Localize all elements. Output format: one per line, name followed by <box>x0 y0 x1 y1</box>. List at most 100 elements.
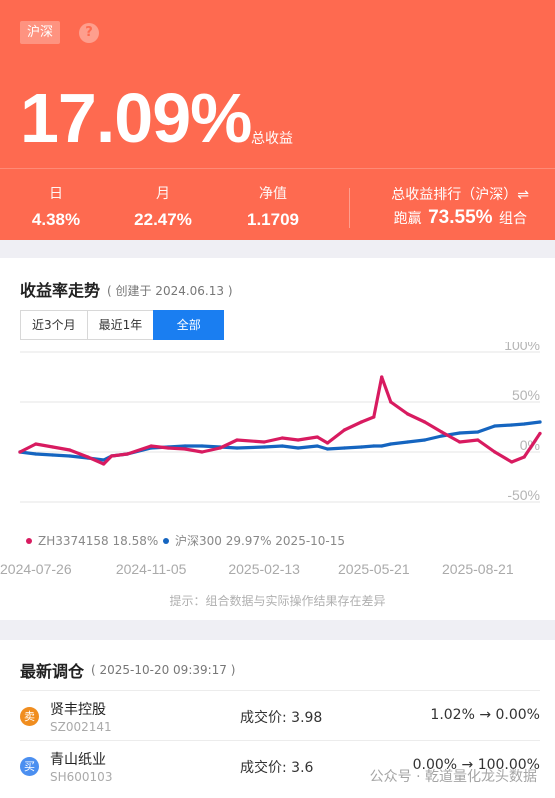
header-divider <box>0 168 555 169</box>
data-point <box>522 422 526 426</box>
tab-3-months[interactable]: 近3个月 <box>20 310 88 340</box>
data-point <box>200 444 204 448</box>
data-point <box>372 444 376 448</box>
stock-name[interactable]: 青山纸业 <box>50 752 106 768</box>
data-point <box>493 424 497 428</box>
x-tick-label: 2025-08-21 <box>442 561 514 577</box>
stat-monthly-label: 月 <box>156 186 170 202</box>
data-point <box>86 455 90 459</box>
data-point <box>68 454 72 458</box>
legend-marker <box>163 538 169 544</box>
return-chart[interactable]: 100%50%0%-50%ZH3374158 18.58% 沪深300 29.97… <box>0 342 555 587</box>
data-point <box>218 446 222 450</box>
data-point <box>538 420 542 424</box>
trend-created-date: ( 创建于 2024.06.13 ) <box>107 284 233 298</box>
data-point <box>296 446 300 450</box>
data-point <box>183 447 187 451</box>
x-tick-label: 2024-07-26 <box>0 561 72 577</box>
rank-value: 73.55% <box>428 207 493 228</box>
range-tabs: 近3个月 最近1年 全部 <box>20 310 225 340</box>
data-point <box>102 458 106 462</box>
adjustment-row[interactable]: 卖 贤丰控股 SZ002141 成交价: 3.98 1.02% → 0.00% <box>20 690 540 740</box>
data-point <box>325 441 330 445</box>
data-point <box>109 454 114 458</box>
data-point <box>315 435 319 439</box>
stat-nav: 净值 1.1709 <box>228 183 318 233</box>
data-point <box>389 442 393 446</box>
total-return-label: 总收益 <box>251 131 293 147</box>
data-point <box>325 447 330 451</box>
trend-title: 收益率走势 <box>20 281 101 300</box>
data-point <box>315 444 319 448</box>
legend-label: ZH3374158 18.58% <box>38 534 158 548</box>
market-tag[interactable]: 沪深 <box>20 21 61 44</box>
data-point <box>380 375 384 379</box>
stat-nav-label: 净值 <box>259 186 287 202</box>
data-point <box>34 442 38 446</box>
adjustment-row[interactable]: 买 青山纸业 SH600103 成交价: 3.6 0.00% → 100.00% <box>20 740 540 790</box>
data-point <box>493 450 497 454</box>
stat-monthly: 月 22.47% <box>118 183 208 233</box>
data-point <box>149 444 153 448</box>
rank-prefix: 跑赢 <box>393 211 422 227</box>
stat-nav-value: 1.1709 <box>247 210 299 229</box>
data-disclaimer: 提示：组合数据与实际操作结果存在差异 <box>169 594 386 608</box>
data-point <box>440 430 444 434</box>
data-point <box>200 450 204 454</box>
x-tick-label: 2024-11-05 <box>116 561 187 577</box>
data-point <box>125 452 129 456</box>
data-point <box>440 434 444 438</box>
question-icon[interactable]: ? <box>79 23 99 43</box>
data-point <box>262 440 266 444</box>
trade-price: 成交价: 3.6 <box>240 760 314 776</box>
rank-title-link[interactable]: 总收益排行（沪深）⇌ <box>391 187 529 203</box>
data-point <box>342 446 347 450</box>
data-point <box>183 444 187 448</box>
x-tick-label: 2025-05-21 <box>338 561 410 577</box>
x-tick-label: 2025-02-13 <box>228 561 300 577</box>
data-point <box>389 400 393 404</box>
series-line-portfolio <box>18 375 542 466</box>
adjustments-title: 最新调仓 <box>20 662 85 681</box>
stat-daily: 日 4.38% <box>11 183 101 233</box>
return-trend-card: 收益率走势 ( 创建于 2024.06.13 ) 近3个月 最近1年 全部 10… <box>0 258 555 620</box>
data-point <box>359 445 363 449</box>
tab-all[interactable]: 全部 <box>153 310 225 340</box>
data-point <box>280 436 284 440</box>
rank-suffix: 组合 <box>499 211 527 227</box>
data-point <box>476 438 480 442</box>
portfolio-summary-header: 沪深 ? 17.09% 总收益 日 4.38% 月 22.47% 净值 1.17… <box>0 0 555 240</box>
rank-summary: 跑赢 73.55% 组合 <box>394 204 527 233</box>
data-point <box>166 446 170 450</box>
stats-separator <box>349 188 350 228</box>
data-point <box>359 420 363 424</box>
data-point <box>34 452 38 456</box>
data-point <box>423 438 427 442</box>
buy-badge: 买 <box>20 757 39 776</box>
stock-code: SH600103 <box>50 770 113 784</box>
stock-name[interactable]: 贤丰控股 <box>50 702 106 718</box>
data-point <box>510 423 514 427</box>
y-tick-label: 50% <box>512 387 540 403</box>
position-change: 1.02% → 0.00% <box>430 707 540 723</box>
data-point <box>372 415 376 419</box>
data-point <box>458 440 462 444</box>
stat-daily-label: 日 <box>49 186 63 202</box>
data-point <box>235 438 239 442</box>
latest-adjustments-card: 最新调仓 ( 2025-10-20 09:39:17 ) 卖 贤丰控股 SZ00… <box>0 640 555 798</box>
tab-1-year[interactable]: 最近1年 <box>86 310 155 340</box>
adjustments-time: ( 2025-10-20 09:39:17 ) <box>91 663 236 677</box>
data-point <box>380 444 384 448</box>
data-point <box>458 431 462 435</box>
data-point <box>476 430 480 434</box>
data-point <box>296 438 300 442</box>
legend-label: 沪深300 29.97% 2025-10-15 <box>175 534 345 548</box>
stat-daily-value: 4.38% <box>31 210 81 229</box>
sell-badge: 卖 <box>20 707 39 726</box>
data-point <box>262 445 266 449</box>
wechat-watermark: 公众号 · 乾道量化龙头数据 <box>369 769 537 785</box>
y-tick-label: 100% <box>504 342 540 353</box>
data-point <box>18 450 22 454</box>
position-change: 0.00% → 100.00% <box>412 757 540 773</box>
